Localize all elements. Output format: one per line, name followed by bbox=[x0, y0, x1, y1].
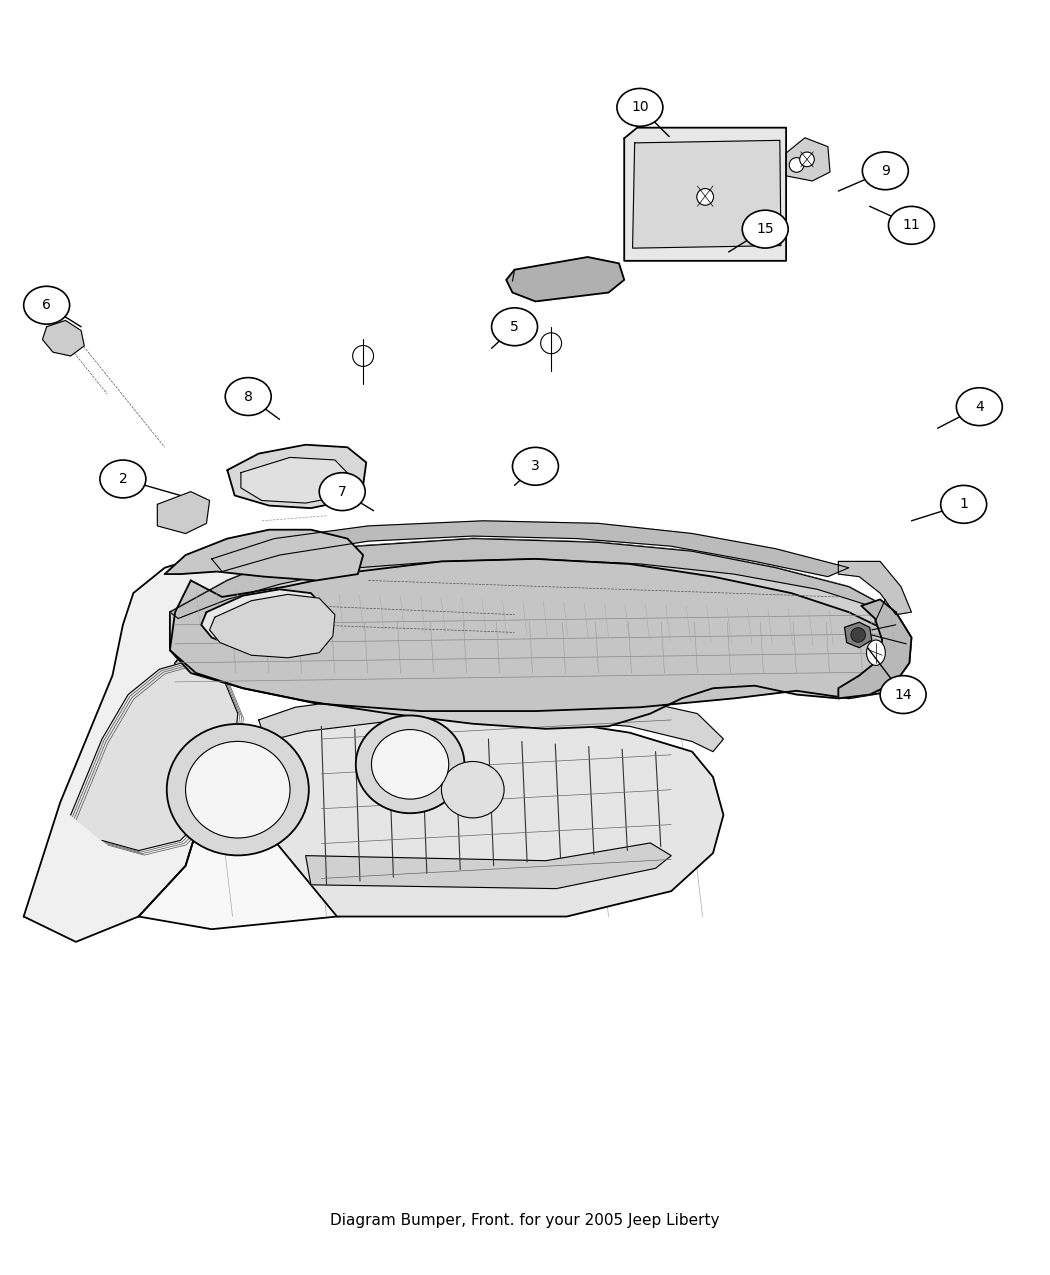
Text: 11: 11 bbox=[903, 218, 920, 232]
Polygon shape bbox=[139, 727, 713, 929]
Ellipse shape bbox=[617, 88, 663, 126]
Circle shape bbox=[800, 152, 815, 167]
Ellipse shape bbox=[24, 287, 69, 324]
Circle shape bbox=[697, 189, 714, 205]
Polygon shape bbox=[24, 555, 253, 942]
Ellipse shape bbox=[742, 210, 789, 249]
Text: 1: 1 bbox=[960, 497, 968, 511]
Polygon shape bbox=[202, 589, 327, 653]
Polygon shape bbox=[240, 458, 350, 504]
Ellipse shape bbox=[167, 724, 309, 856]
Text: 9: 9 bbox=[881, 163, 889, 177]
Polygon shape bbox=[253, 714, 723, 917]
Polygon shape bbox=[170, 538, 896, 618]
Circle shape bbox=[541, 333, 562, 353]
Polygon shape bbox=[158, 492, 210, 533]
Ellipse shape bbox=[491, 307, 538, 346]
Circle shape bbox=[790, 158, 804, 172]
Polygon shape bbox=[844, 622, 872, 648]
Polygon shape bbox=[165, 529, 363, 580]
Text: 15: 15 bbox=[756, 222, 774, 236]
Polygon shape bbox=[42, 320, 84, 356]
Text: 10: 10 bbox=[631, 101, 649, 115]
Polygon shape bbox=[170, 558, 901, 711]
Polygon shape bbox=[210, 594, 335, 658]
Polygon shape bbox=[786, 138, 830, 181]
Text: 2: 2 bbox=[119, 472, 127, 486]
Ellipse shape bbox=[356, 715, 464, 813]
Circle shape bbox=[353, 346, 374, 366]
Polygon shape bbox=[624, 128, 786, 261]
Polygon shape bbox=[632, 140, 781, 249]
Text: 5: 5 bbox=[510, 320, 519, 334]
Ellipse shape bbox=[957, 388, 1003, 426]
Ellipse shape bbox=[862, 152, 908, 190]
Polygon shape bbox=[212, 520, 848, 576]
Ellipse shape bbox=[441, 761, 504, 817]
Ellipse shape bbox=[100, 460, 146, 499]
Text: 7: 7 bbox=[338, 484, 347, 499]
Polygon shape bbox=[506, 258, 624, 301]
Text: 6: 6 bbox=[42, 298, 51, 312]
Polygon shape bbox=[70, 660, 237, 850]
Ellipse shape bbox=[880, 676, 926, 714]
Polygon shape bbox=[306, 843, 671, 889]
Ellipse shape bbox=[941, 486, 987, 523]
Polygon shape bbox=[258, 691, 723, 752]
Ellipse shape bbox=[888, 207, 934, 245]
Text: 14: 14 bbox=[895, 687, 911, 701]
Polygon shape bbox=[838, 561, 911, 615]
Ellipse shape bbox=[186, 741, 290, 838]
Text: 8: 8 bbox=[244, 390, 253, 403]
Ellipse shape bbox=[372, 729, 448, 799]
Ellipse shape bbox=[866, 640, 885, 666]
Polygon shape bbox=[170, 538, 911, 729]
Text: 4: 4 bbox=[975, 399, 984, 413]
Polygon shape bbox=[838, 599, 911, 699]
Text: Diagram Bumper, Front. for your 2005 Jeep Liberty: Diagram Bumper, Front. for your 2005 Jee… bbox=[331, 1214, 719, 1228]
Text: 3: 3 bbox=[531, 459, 540, 473]
Circle shape bbox=[850, 627, 865, 643]
Ellipse shape bbox=[226, 377, 271, 416]
Ellipse shape bbox=[319, 473, 365, 510]
Ellipse shape bbox=[512, 448, 559, 486]
Polygon shape bbox=[228, 445, 366, 509]
